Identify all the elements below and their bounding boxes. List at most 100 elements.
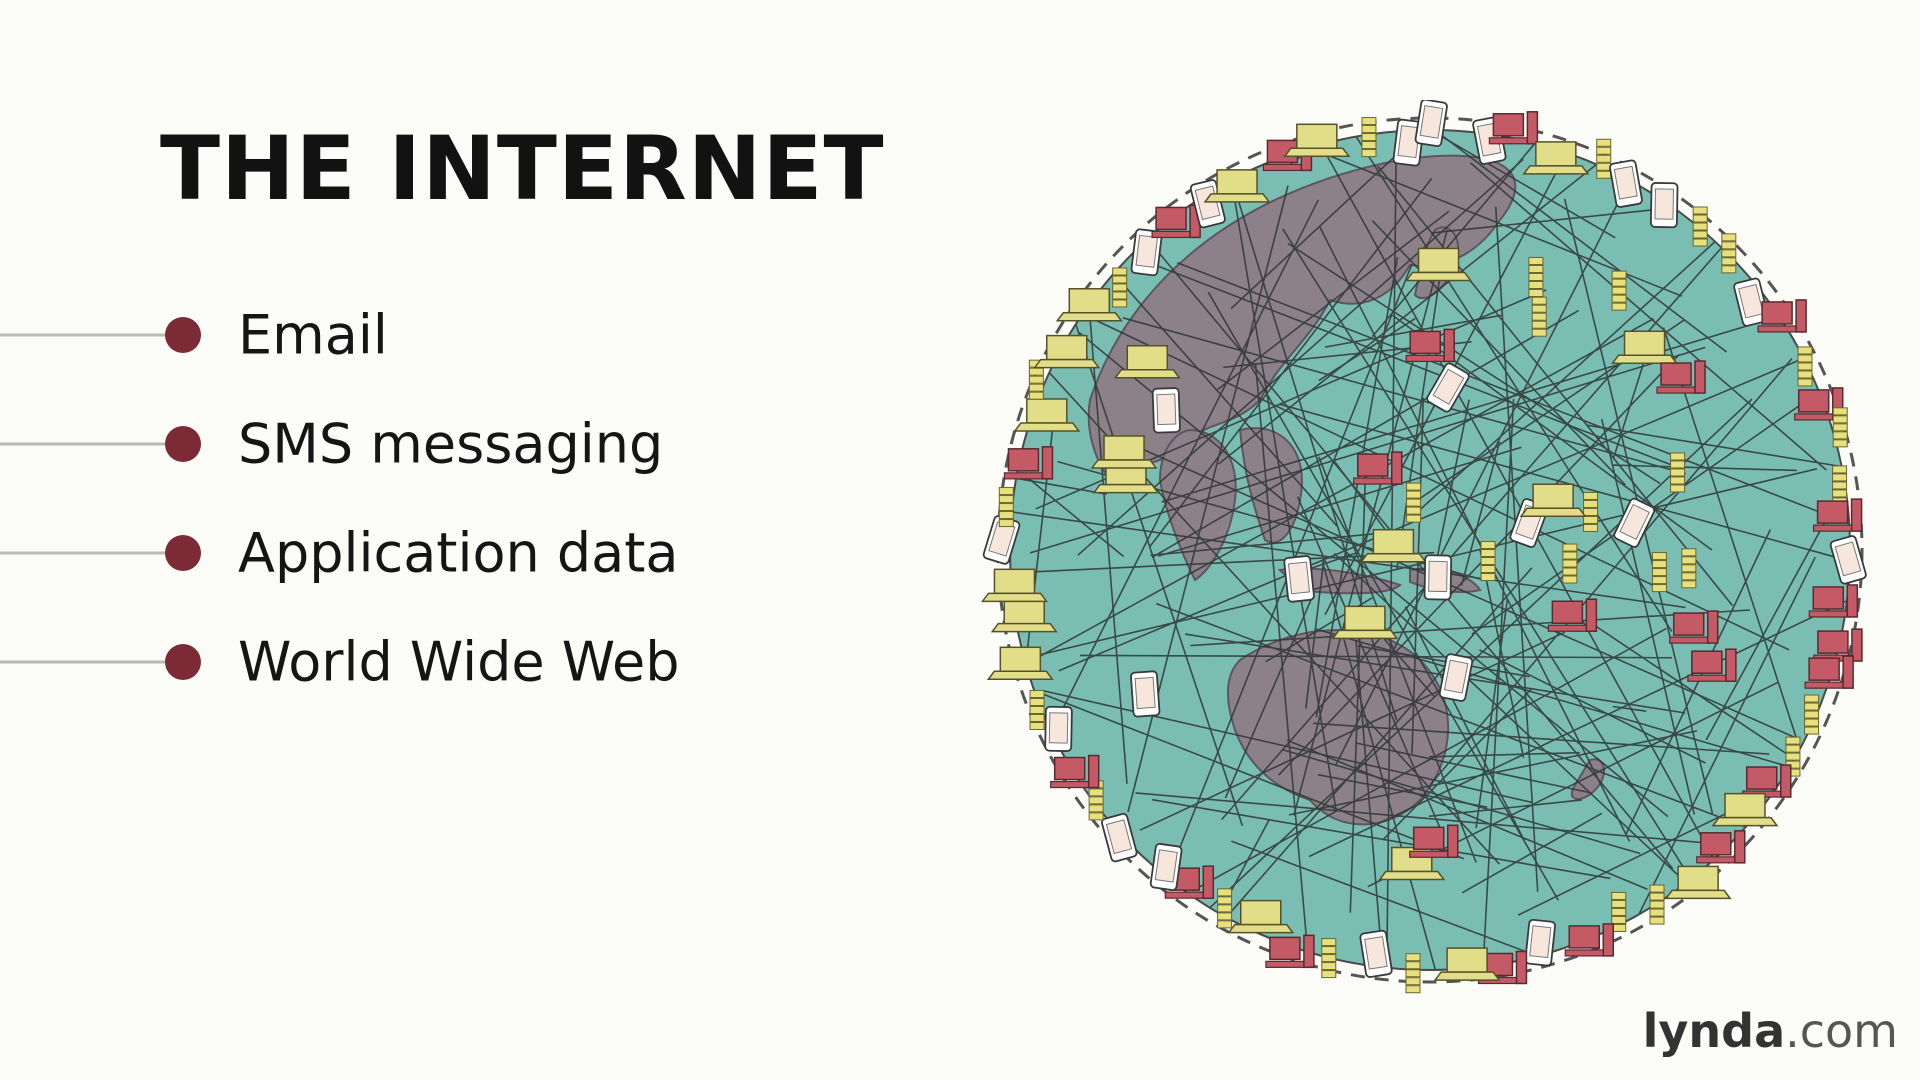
- bullet-label: Email: [238, 303, 388, 366]
- network-line: [1355, 742, 1592, 794]
- network-line: [1494, 206, 1539, 892]
- server-stack-icon: [1721, 233, 1737, 274]
- network-line: [1470, 162, 1827, 471]
- network-line: [1231, 840, 1538, 957]
- network-line: [1638, 556, 1816, 915]
- network-line: [1355, 136, 1673, 632]
- network-line: [1011, 511, 1686, 609]
- network-line: [1382, 687, 1533, 841]
- desktop-computer-icon: [1813, 628, 1863, 662]
- desktop-computer-icon: [1742, 764, 1792, 798]
- smartphone-icon: [1524, 918, 1556, 967]
- network-line: [1217, 210, 1450, 391]
- network-line: [1209, 398, 1753, 909]
- network-line: [1612, 705, 1647, 712]
- server-stack-icon: [1651, 552, 1667, 593]
- desktop-computer-icon: [1265, 934, 1315, 969]
- desktop-computer-icon: [1687, 648, 1737, 682]
- server-stack-icon: [1611, 270, 1627, 311]
- network-line: [1113, 273, 1338, 527]
- smartphone-icon: [1609, 159, 1643, 208]
- smartphone-icon: [1649, 182, 1679, 229]
- bullet-item: World Wide Web: [0, 607, 900, 716]
- bullet-connector-line: [0, 333, 168, 336]
- network-line: [1475, 599, 1509, 829]
- server-stack-icon: [1029, 689, 1045, 730]
- network-line: [1044, 690, 1532, 804]
- network-line: [1149, 178, 1433, 547]
- bullet-connector-line: [0, 442, 168, 445]
- network-line: [1157, 446, 1522, 557]
- smartphone-icon: [1438, 653, 1474, 702]
- smartphone-icon: [1426, 362, 1470, 413]
- desktop-computer-icon: [1151, 204, 1201, 239]
- network-line: [1082, 313, 1790, 651]
- smartphone-icon: [1130, 670, 1161, 718]
- network-line: [1190, 609, 1750, 647]
- laptop-icon: [1283, 123, 1351, 158]
- network-line: [1357, 645, 1530, 678]
- brand-logo-name: lynda: [1642, 1004, 1786, 1058]
- network-line: [1355, 640, 1384, 968]
- smartphone-icon: [1044, 705, 1073, 752]
- desktop-computer-icon: [1050, 754, 1100, 789]
- network-line: [1460, 441, 1501, 586]
- server-stack-icon: [1832, 407, 1848, 448]
- server-stack-icon: [1562, 543, 1578, 584]
- network-line: [1010, 551, 1435, 574]
- bullet-dot-icon: [165, 534, 201, 571]
- bullet-list: Email SMS messaging Application data Wor…: [0, 280, 900, 716]
- server-stack-icon: [1785, 736, 1801, 777]
- server-stack-icon: [998, 487, 1014, 528]
- network-line: [1404, 606, 1525, 841]
- network-line: [1318, 456, 1477, 863]
- server-stack-icon: [1480, 541, 1496, 582]
- bullet-dot-icon: [165, 643, 201, 680]
- server-stack-icon: [1832, 465, 1848, 506]
- laptop-icon: [1519, 483, 1587, 517]
- bullet-label: World Wide Web: [238, 630, 680, 693]
- bullet-item: Application data: [0, 498, 900, 607]
- desktop-computer-icon: [1656, 360, 1706, 394]
- server-stack-icon: [1583, 491, 1599, 532]
- network-line: [1429, 751, 1580, 758]
- server-stack-icon: [1649, 884, 1665, 925]
- network-line: [1430, 130, 1616, 239]
- network-line: [1318, 317, 1416, 382]
- bullet-dot-icon: [165, 316, 201, 353]
- network-line: [1612, 464, 1797, 472]
- brand-logo: lynda.com: [1643, 1004, 1898, 1058]
- laptop-icon: [1331, 605, 1399, 640]
- network-line: [1408, 241, 1716, 521]
- brand-logo-suffix: .com: [1785, 1004, 1898, 1058]
- network-line: [1286, 739, 1648, 890]
- network-line: [1287, 242, 1661, 485]
- server-stack-icon: [1804, 694, 1820, 735]
- bullet-label: Application data: [238, 521, 679, 584]
- network-line: [1312, 722, 1770, 755]
- smartphone-icon: [1613, 497, 1656, 548]
- server-stack-icon: [1405, 953, 1421, 994]
- network-line: [1662, 327, 1801, 750]
- network-line: [1334, 182, 1629, 767]
- laptop-icon: [1033, 334, 1101, 369]
- server-stack-icon: [1670, 452, 1686, 493]
- network-line: [1075, 324, 1244, 826]
- desktop-computer-icon: [1808, 584, 1859, 618]
- desktop-computer-icon: [1804, 655, 1854, 689]
- desktop-computer-icon: [1488, 111, 1539, 145]
- network-line: [1122, 317, 1686, 475]
- server-stack-icon: [1528, 256, 1544, 297]
- network-line: [1058, 357, 1805, 672]
- network-line: [1279, 403, 1846, 561]
- network-line: [1293, 229, 1448, 816]
- laptop-icon: [986, 646, 1054, 681]
- network-line: [1050, 199, 1320, 732]
- server-stack-icon: [1217, 888, 1233, 929]
- network-line: [1027, 477, 1125, 558]
- smartphone-icon: [1829, 535, 1867, 585]
- network-line: [1110, 434, 1799, 740]
- server-stack-icon: [1611, 891, 1627, 932]
- desktop-computer-icon: [1757, 299, 1807, 333]
- desktop-computer-icon: [1669, 610, 1719, 644]
